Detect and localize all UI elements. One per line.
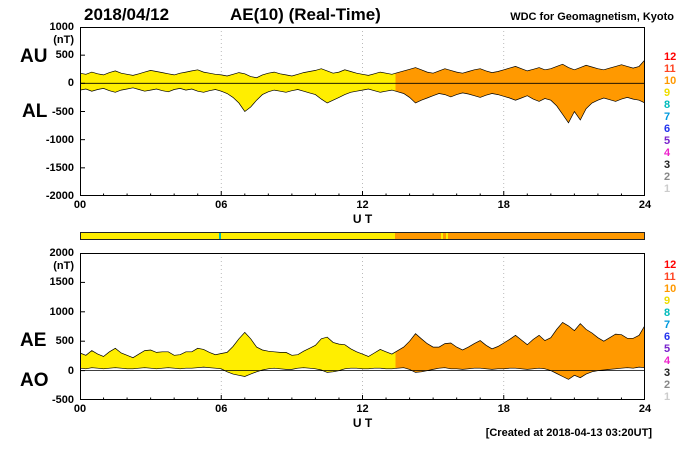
created-label: [Created at 2018-04-13 03:20UT]: [485, 427, 652, 439]
x-tick-label: 18: [497, 403, 510, 415]
station-count-segment: [218, 233, 222, 239]
legend-value-5: 5: [664, 135, 671, 147]
legend-value-8: 8: [664, 307, 671, 319]
y-tick-label: 500: [55, 49, 74, 62]
x-tick-label: 06: [215, 403, 228, 415]
x-tick-label: 12: [356, 403, 369, 415]
station-count-legend-top: 12 11 10 9 8 7 6 5 4 3 2 1: [664, 51, 696, 195]
station-count-segment: [395, 233, 441, 239]
x-tick-label: 12: [356, 199, 369, 211]
legend-value-6: 6: [664, 123, 671, 135]
date-label: 2018/04/12: [84, 5, 170, 24]
y-tick-label: -1000: [45, 133, 74, 146]
y-tick-label: 500: [55, 335, 74, 348]
y-tick-label: 0: [67, 364, 74, 377]
series-label-ae: AE: [20, 330, 47, 351]
y-tick-label: -500: [51, 394, 74, 406]
x-tick-label: 24: [638, 199, 652, 211]
legend-value-3: 3: [664, 159, 671, 171]
page-title: AE(10) (Real-Time): [230, 5, 381, 24]
legend-value-4: 4: [664, 147, 671, 159]
station-count-segment: [447, 233, 644, 239]
x-tick-label: 18: [497, 199, 510, 211]
y-tick-label: 1000: [49, 21, 74, 33]
station-count-segment: [221, 233, 396, 239]
au-al-chart: [80, 27, 645, 196]
y-axis-unit: (nT): [53, 260, 74, 272]
y-tick-label: 1500: [49, 276, 74, 289]
legend-value-11: 11: [664, 63, 676, 75]
legend-value-1: 1: [664, 183, 671, 195]
legend-value-2: 2: [664, 379, 671, 391]
legend-value-8: 8: [664, 99, 671, 111]
y-tick-label: -500: [51, 105, 74, 118]
station-count-segment: [440, 233, 443, 239]
y-tick-label: 0: [67, 77, 74, 90]
y-tick-label: -1500: [45, 161, 74, 174]
station-count-segment: [81, 233, 219, 239]
legend-value-10: 10: [664, 75, 677, 87]
legend-value-11: 11: [664, 271, 676, 283]
legend-value-6: 6: [664, 331, 671, 343]
series-label-ao: AO: [20, 370, 49, 391]
source-label: WDC for Geomagnetism, Kyoto: [510, 11, 674, 23]
y-tick-label: -2000: [45, 190, 74, 202]
station-count-bar: [80, 232, 645, 240]
series-label-al: AL: [22, 101, 48, 122]
x-tick-label: 00: [73, 199, 87, 211]
y-tick-label: 1000: [49, 305, 74, 318]
legend-value-4: 4: [664, 355, 671, 367]
legend-value-12: 12: [664, 51, 677, 63]
y-tick-label: 2000: [49, 247, 74, 259]
legend-value-7: 7: [664, 319, 671, 331]
x-tick-label: 06: [215, 199, 228, 211]
station-count-segment: [442, 233, 446, 239]
legend-value-2: 2: [664, 171, 671, 183]
x-axis-label: U T: [352, 212, 373, 226]
x-axis-label: U T: [352, 416, 373, 430]
legend-value-12: 12: [664, 259, 677, 271]
x-tick-label: 00: [73, 403, 87, 415]
station-count-legend-bottom: 12 11 10 9 8 7 6 5 4 3 2 1: [664, 259, 696, 403]
legend-value-10: 10: [664, 283, 677, 295]
legend-value-9: 9: [664, 87, 671, 99]
legend-value-5: 5: [664, 343, 671, 355]
legend-value-3: 3: [664, 367, 671, 379]
station-count-segment: [445, 233, 448, 239]
legend-value-7: 7: [664, 111, 671, 123]
legend-value-9: 9: [664, 295, 671, 307]
ae-ao-chart: [80, 253, 645, 400]
x-tick-label: 24: [638, 403, 652, 415]
legend-value-1: 1: [664, 391, 671, 403]
series-label-au: AU: [20, 46, 48, 67]
y-axis-unit: (nT): [53, 34, 74, 46]
